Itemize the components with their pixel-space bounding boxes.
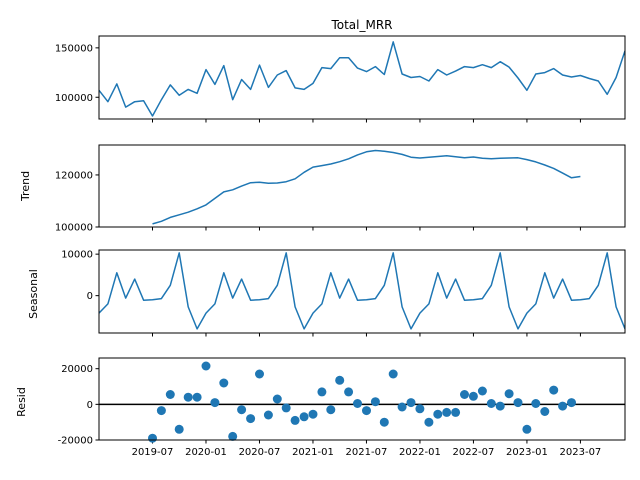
- resid-point: [326, 405, 336, 415]
- y-tick-label: 0: [87, 400, 93, 411]
- resid-point: [442, 407, 452, 417]
- resid-point: [504, 389, 514, 399]
- resid-point: [433, 409, 443, 419]
- resid-point: [272, 394, 282, 404]
- resid-point: [344, 387, 354, 397]
- resid-point: [362, 406, 371, 416]
- y-tick-label: 120000: [55, 170, 93, 181]
- seasonal-panel: Seasonal 0 10000: [27, 249, 626, 337]
- resid-point: [370, 397, 380, 407]
- resid-point: [468, 391, 478, 401]
- resid-point: [237, 405, 247, 415]
- resid-point: [335, 375, 345, 385]
- resid-point: [353, 399, 362, 408]
- resid-point: [192, 392, 202, 402]
- resid-panel: Resid -20000 0 20000 2019-07 2020-01 2020-07 2…: [15, 357, 626, 458]
- resid-point: [246, 414, 256, 424]
- x-tick-label: 2022-01: [399, 447, 441, 458]
- resid-point: [486, 399, 496, 408]
- y-tick-label: 0: [87, 291, 93, 302]
- resid-point: [379, 417, 389, 427]
- resid-point: [567, 398, 576, 408]
- x-tick-label: 2023-01: [506, 447, 548, 458]
- resid-ylabel: Resid: [15, 387, 28, 417]
- x-tick-label: 2020-01: [185, 447, 227, 458]
- resid-point: [156, 406, 166, 416]
- chart-title: Total_MRR: [330, 18, 392, 32]
- resid-axes-frame: [98, 357, 626, 441]
- x-tick-label: 2023-07: [560, 447, 602, 458]
- resid-point: [540, 407, 550, 416]
- resid-point: [549, 385, 559, 395]
- y-tick-label: 150000: [55, 43, 93, 54]
- resid-point: [165, 390, 175, 399]
- trend-panel: Trend 100000 120000: [19, 144, 626, 234]
- resid-point: [531, 399, 541, 408]
- resid-point: [255, 369, 264, 379]
- resid-point: [415, 404, 425, 414]
- trend-axes-frame: [98, 144, 626, 228]
- x-tick-label: 2021-07: [346, 447, 388, 458]
- resid-point: [210, 398, 220, 408]
- observed-line: [99, 41, 625, 117]
- observed-panel: 100000 150000: [55, 35, 626, 123]
- trend-ylabel: Trend: [19, 171, 32, 202]
- seasonal-line: [99, 252, 625, 330]
- resid-point: [460, 390, 469, 399]
- resid-point: [183, 392, 193, 402]
- resid-point: [308, 409, 318, 419]
- x-tick-label: 2021-01: [292, 447, 334, 458]
- resid-point: [397, 402, 407, 412]
- resid-point: [228, 431, 238, 441]
- resid-point: [477, 386, 487, 396]
- resid-point: [513, 398, 523, 408]
- resid-point: [424, 417, 434, 427]
- trend-line: [152, 149, 581, 225]
- resid-point: [290, 415, 300, 425]
- resid-point: [558, 401, 568, 411]
- resid-point: [522, 424, 532, 434]
- resid-point: [148, 433, 157, 443]
- seasonal-axes-frame: [98, 249, 626, 334]
- observed-axes-frame: [98, 35, 626, 120]
- y-tick-label: 20000: [61, 364, 93, 375]
- resid-point: [406, 398, 416, 408]
- x-tick-label: 2020-07: [239, 447, 281, 458]
- x-tick-label: 2022-07: [453, 447, 495, 458]
- resid-point: [299, 412, 309, 422]
- y-tick-label: 10000: [61, 250, 93, 261]
- x-tick-label: 2019-07: [132, 447, 174, 458]
- resid-point: [317, 387, 327, 397]
- resid-point: [281, 403, 291, 413]
- resid-point: [174, 424, 184, 434]
- seasonal-ylabel: Seasonal: [27, 269, 40, 319]
- resid-point: [388, 369, 398, 379]
- resid-point: [495, 401, 505, 411]
- resid-point: [263, 410, 273, 420]
- y-tick-label: 100000: [55, 223, 93, 234]
- y-tick-label: 100000: [55, 93, 93, 104]
- resid-point: [219, 378, 229, 388]
- y-tick-label: -20000: [58, 436, 93, 447]
- resid-point: [201, 361, 211, 371]
- resid-point: [451, 407, 461, 417]
